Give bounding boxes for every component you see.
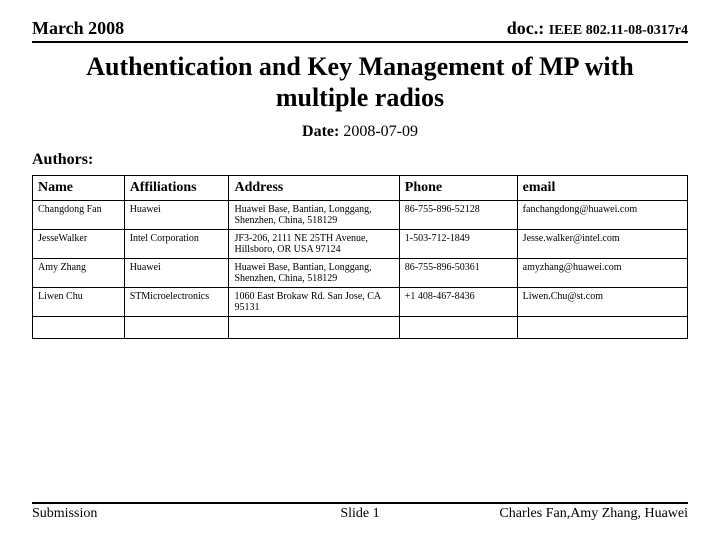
table-cell-empty xyxy=(229,317,399,339)
table-cell: Jesse.walker@intel.com xyxy=(517,230,687,259)
col-address: Address xyxy=(229,176,399,201)
authors-label: Authors: xyxy=(32,151,688,169)
table-cell: Huawei Base, Bantian, Longgang, Shenzhen… xyxy=(229,201,399,230)
table-cell: Intel Corporation xyxy=(124,230,229,259)
col-affiliations: Affiliations xyxy=(124,176,229,201)
table-cell: fanchangdong@huawei.com xyxy=(517,201,687,230)
table-cell: Huawei xyxy=(124,201,229,230)
header-doc-number: IEEE 802.11-08-0317r4 xyxy=(549,23,688,38)
table-cell: 1-503-712-1849 xyxy=(399,230,517,259)
page-title: Authentication and Key Management of MP … xyxy=(32,51,688,113)
table-cell: 1060 East Brokaw Rd. San Jose, CA 95131 xyxy=(229,288,399,317)
table-cell: 86-755-896-52128 xyxy=(399,201,517,230)
table-cell: amyzhang@huawei.com xyxy=(517,259,687,288)
authors-table: Name Affiliations Address Phone email Ch… xyxy=(32,175,688,339)
date-line: Date: 2008-07-09 xyxy=(32,123,688,141)
col-phone: Phone xyxy=(399,176,517,201)
table-header-row: Name Affiliations Address Phone email xyxy=(33,176,688,201)
footer-center: Slide 1 xyxy=(340,506,379,522)
col-email: email xyxy=(517,176,687,201)
table-row: Changdong FanHuaweiHuawei Base, Bantian,… xyxy=(33,201,688,230)
table-cell: JesseWalker xyxy=(33,230,125,259)
table-cell-empty xyxy=(124,317,229,339)
table-cell-empty xyxy=(33,317,125,339)
table-cell-empty xyxy=(517,317,687,339)
table-cell: Huawei xyxy=(124,259,229,288)
footer-right: Charles Fan,Amy Zhang, Huawei xyxy=(499,506,688,522)
footer-bar: Submission Slide 1 Charles Fan,Amy Zhang… xyxy=(32,502,688,522)
table-row: JesseWalker Intel CorporationJF3-206, 21… xyxy=(33,230,688,259)
table-cell: Huawei Base, Bantian, Longgang, Shenzhen… xyxy=(229,259,399,288)
footer-left: Submission xyxy=(32,506,97,522)
table-cell: Amy Zhang xyxy=(33,259,125,288)
col-name: Name xyxy=(33,176,125,201)
date-value: 2008-07-09 xyxy=(343,123,418,140)
date-label: Date: xyxy=(302,123,339,140)
header-date: March 2008 xyxy=(32,18,124,39)
table-cell-empty xyxy=(399,317,517,339)
table-cell: JF3-206, 2111 NE 25TH Avenue, Hillsboro,… xyxy=(229,230,399,259)
header-doc: doc.: IEEE 802.11-08-0317r4 xyxy=(507,18,688,39)
header-doc-label: doc.: xyxy=(507,18,545,38)
table-row: Liwen ChuSTMicroelectronics1060 East Bro… xyxy=(33,288,688,317)
header-bar: March 2008 doc.: IEEE 802.11-08-0317r4 xyxy=(32,18,688,43)
table-row: Amy ZhangHuaweiHuawei Base, Bantian, Lon… xyxy=(33,259,688,288)
table-cell: +1 408-467-8436 xyxy=(399,288,517,317)
table-cell: STMicroelectronics xyxy=(124,288,229,317)
table-row-empty xyxy=(33,317,688,339)
table-cell: Liwen Chu xyxy=(33,288,125,317)
table-cell: Changdong Fan xyxy=(33,201,125,230)
table-cell: Liwen.Chu@st.com xyxy=(517,288,687,317)
table-cell: 86-755-896-50361 xyxy=(399,259,517,288)
